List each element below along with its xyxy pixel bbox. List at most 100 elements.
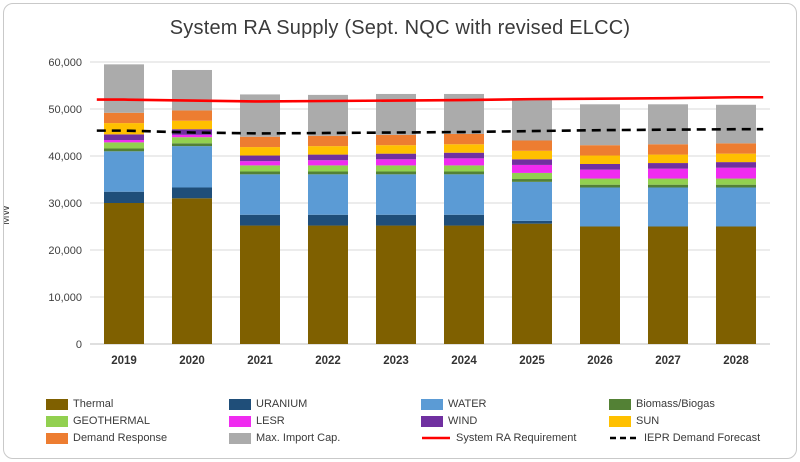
legend-swatch-water [421, 398, 443, 410]
legend-item-iepr-demand-forecast: IEPR Demand Forecast [609, 432, 772, 444]
bar-segment-biomass-biogas-2019 [104, 148, 144, 152]
bar-segment-lesr-2025 [512, 164, 552, 173]
bar-segment-biomass-biogas-2023 [376, 171, 416, 175]
bar-segment-demand-response-2025 [512, 140, 552, 151]
bar-segment-wind-2023 [376, 153, 416, 160]
bar-segment-water-2025 [512, 181, 552, 221]
y-tick-label: 60,000 [48, 57, 82, 69]
bar-segment-uranium-2022 [308, 214, 348, 226]
bar-segment-wind-2027 [648, 163, 688, 169]
bar-segment-geothermal-2022 [308, 165, 348, 172]
bar-segment-thermal-2021 [240, 225, 280, 344]
bar-segment-thermal-2026 [580, 226, 620, 344]
y-tick-label: 0 [76, 339, 82, 351]
y-tick-label: 40,000 [48, 151, 82, 163]
bar-segment-demand-response-2027 [648, 144, 688, 155]
legend-swatch-wind [421, 415, 443, 427]
x-tick-label-2028: 2028 [723, 355, 749, 367]
bar-segment-demand-response-2020 [172, 110, 212, 121]
legend-swatch-biomass-biogas [609, 398, 631, 410]
legend-item-biomass-biogas: Biomass/Biogas [609, 398, 772, 410]
chart-card: System RA Supply (Sept. NQC with revised… [3, 3, 797, 459]
bar-segment-thermal-2025 [512, 223, 552, 344]
bar-segment-sun-2025 [512, 150, 552, 160]
x-tick-label-2024: 2024 [451, 355, 477, 367]
legend-swatch-thermal [46, 398, 68, 410]
legend-label-water: WATER [448, 398, 487, 410]
bar-segment-thermal-2027 [648, 226, 688, 344]
legend-item-demand-response: Demand Response [46, 432, 229, 444]
bar-segment-thermal-2022 [308, 225, 348, 344]
bar-segment-geothermal-2023 [376, 165, 416, 172]
bar-segment-biomass-biogas-2025 [512, 179, 552, 182]
bar-segment-water-2027 [648, 187, 688, 227]
bar-segment-geothermal-2021 [240, 165, 280, 172]
legend-swatch-geothermal [46, 415, 68, 427]
legend-label-thermal: Thermal [73, 398, 114, 410]
chart-legend: Thermal URANIUM WATER Biomass/Biogas GEOTHER… [46, 398, 772, 444]
bar-segment-demand-response-2028 [716, 143, 756, 154]
bar-segment-geothermal-2025 [512, 172, 552, 180]
bar-segment-uranium-2019 [104, 191, 144, 203]
bar-segment-sun-2023 [376, 145, 416, 154]
x-tick-label-2027: 2027 [655, 355, 681, 367]
bar-segment-thermal-2024 [444, 225, 484, 344]
bar-segment-lesr-2019 [104, 140, 144, 143]
x-tick-label-2020: 2020 [179, 355, 205, 367]
y-tick-label: 20,000 [48, 245, 82, 257]
y-tick-label: 30,000 [48, 198, 82, 210]
bar-segment-sun-2022 [308, 146, 348, 155]
x-tick-label-2019: 2019 [111, 355, 137, 367]
bar-segment-lesr-2022 [308, 160, 348, 166]
bar-segment-lesr-2023 [376, 159, 416, 166]
bar-segment-wind-2024 [444, 152, 484, 159]
bar-segment-biomass-biogas-2026 [580, 184, 620, 188]
bar-segment-biomass-biogas-2027 [648, 184, 688, 188]
legend-line-sample-iepr-demand-forecast [610, 436, 638, 440]
legend-label-biomass-biogas: Biomass/Biogas [636, 398, 715, 410]
bar-segment-geothermal-2026 [580, 178, 620, 185]
legend-item-thermal: Thermal [46, 398, 229, 410]
bar-segment-uranium-2025 [512, 220, 552, 224]
bar-segment-sun-2028 [716, 153, 756, 163]
bar-segment-max-import-cap-2028 [716, 104, 756, 144]
x-tick-label-2025: 2025 [519, 355, 545, 367]
legend-swatch-demand-response [46, 432, 68, 444]
bar-segment-lesr-2027 [648, 168, 688, 179]
bar-segment-uranium-2024 [444, 214, 484, 226]
legend-label-uranium: URANIUM [256, 398, 308, 410]
bar-segment-uranium-2021 [240, 214, 280, 226]
bar-segment-biomass-biogas-2020 [172, 143, 212, 147]
bar-segment-lesr-2020 [172, 134, 212, 138]
bar-segment-water-2028 [716, 187, 756, 227]
bar-segment-sun-2020 [172, 120, 212, 130]
legend-label-geothermal: GEOTHERMAL [73, 415, 151, 427]
bar-segment-sun-2024 [444, 144, 484, 153]
legend-label-sun: SUN [636, 415, 660, 427]
legend-label-lesr: LESR [256, 415, 285, 427]
legend-swatch-uranium [229, 398, 251, 410]
bar-segment-demand-response-2022 [308, 135, 348, 147]
legend-swatch-sun [609, 415, 631, 427]
legend-swatch-max-import-cap [229, 432, 251, 444]
y-axis-label: MW [3, 205, 12, 225]
bar-segment-max-import-cap-2019 [104, 64, 144, 113]
bar-segment-geothermal-2028 [716, 178, 756, 185]
x-tick-label-2023: 2023 [383, 355, 409, 367]
y-tick-label: 50,000 [48, 104, 82, 116]
legend-item-uranium: URANIUM [229, 398, 421, 410]
bar-segment-water-2021 [240, 174, 280, 215]
legend-label-iepr-demand-forecast: IEPR Demand Forecast [644, 432, 761, 444]
bar-segment-demand-response-2023 [376, 134, 416, 146]
x-tick-label-2022: 2022 [315, 355, 341, 367]
legend-item-system-ra-requirement: System RA Requirement [421, 432, 609, 444]
legend-item-lesr: LESR [229, 415, 421, 427]
bar-segment-wind-2021 [240, 155, 280, 162]
bar-segment-wind-2025 [512, 159, 552, 165]
bar-segment-sun-2019 [104, 123, 144, 135]
line-iepr-demand-forecast [96, 127, 764, 135]
bar-segment-water-2020 [172, 146, 212, 188]
bar-segment-geothermal-2024 [444, 165, 484, 172]
bar-segment-demand-response-2024 [444, 133, 484, 145]
bar-segment-max-import-cap-2026 [580, 104, 620, 146]
